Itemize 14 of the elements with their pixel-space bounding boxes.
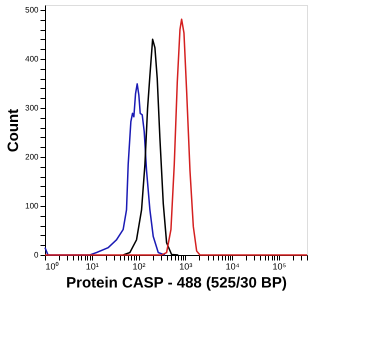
y-tick-label: 0 [34,250,40,260]
y-axis-title: Count [5,108,22,152]
x-axis-title: Protein CASP - 488 (525/30 BP) [66,274,287,292]
x-tick-label: 10⁰ [46,262,59,272]
x-tick-label: 10⁴ [226,262,240,272]
x-tick-label: 10⁵ [272,262,286,272]
x-tick-label: 10³ [179,262,192,272]
y-tick-label: 300 [25,103,40,112]
y-tick-label: 100 [25,201,40,210]
x-tick-label: 10¹ [86,262,99,272]
y-tick-label: 500 [25,5,40,14]
y-tick-label: 200 [25,152,40,162]
x-tick-label: 10² [132,262,146,272]
y-tick-label: 400 [25,54,40,64]
